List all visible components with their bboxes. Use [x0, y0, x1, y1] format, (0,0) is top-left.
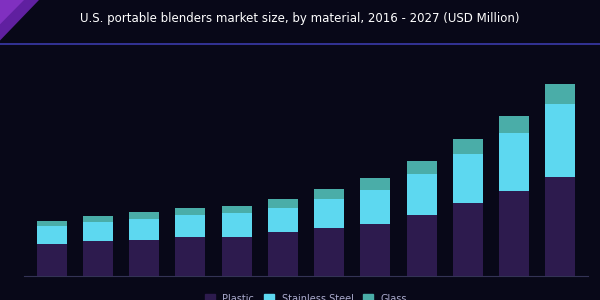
Bar: [361, 224, 391, 276]
Bar: [453, 154, 483, 203]
Bar: [499, 133, 529, 191]
Bar: [499, 116, 529, 133]
Bar: [545, 177, 575, 276]
Bar: [453, 139, 483, 154]
Bar: [83, 216, 113, 222]
Bar: [314, 199, 344, 228]
Bar: [499, 191, 529, 276]
Text: U.S. portable blenders market size, by material, 2016 - 2027 (USD Million): U.S. portable blenders market size, by m…: [80, 12, 520, 26]
Bar: [37, 220, 67, 226]
Bar: [37, 244, 67, 276]
Bar: [175, 237, 205, 276]
Bar: [221, 213, 251, 237]
Bar: [83, 241, 113, 276]
Polygon shape: [0, 0, 24, 24]
Legend: Plastic, Stainless Steel, Glass: Plastic, Stainless Steel, Glass: [205, 294, 407, 300]
Bar: [314, 189, 344, 199]
Bar: [221, 206, 251, 213]
Bar: [407, 215, 437, 276]
Polygon shape: [0, 0, 39, 40]
Bar: [268, 232, 298, 276]
Bar: [268, 199, 298, 208]
Bar: [545, 104, 575, 177]
Bar: [37, 226, 67, 244]
Bar: [453, 203, 483, 276]
Bar: [407, 161, 437, 174]
Bar: [361, 190, 391, 224]
Bar: [129, 219, 159, 240]
Bar: [545, 84, 575, 104]
Bar: [175, 215, 205, 237]
Bar: [175, 208, 205, 215]
Bar: [407, 174, 437, 215]
Bar: [83, 222, 113, 241]
Bar: [129, 212, 159, 219]
Bar: [268, 208, 298, 232]
Bar: [129, 240, 159, 276]
Bar: [361, 178, 391, 190]
Bar: [221, 237, 251, 276]
Bar: [314, 228, 344, 276]
